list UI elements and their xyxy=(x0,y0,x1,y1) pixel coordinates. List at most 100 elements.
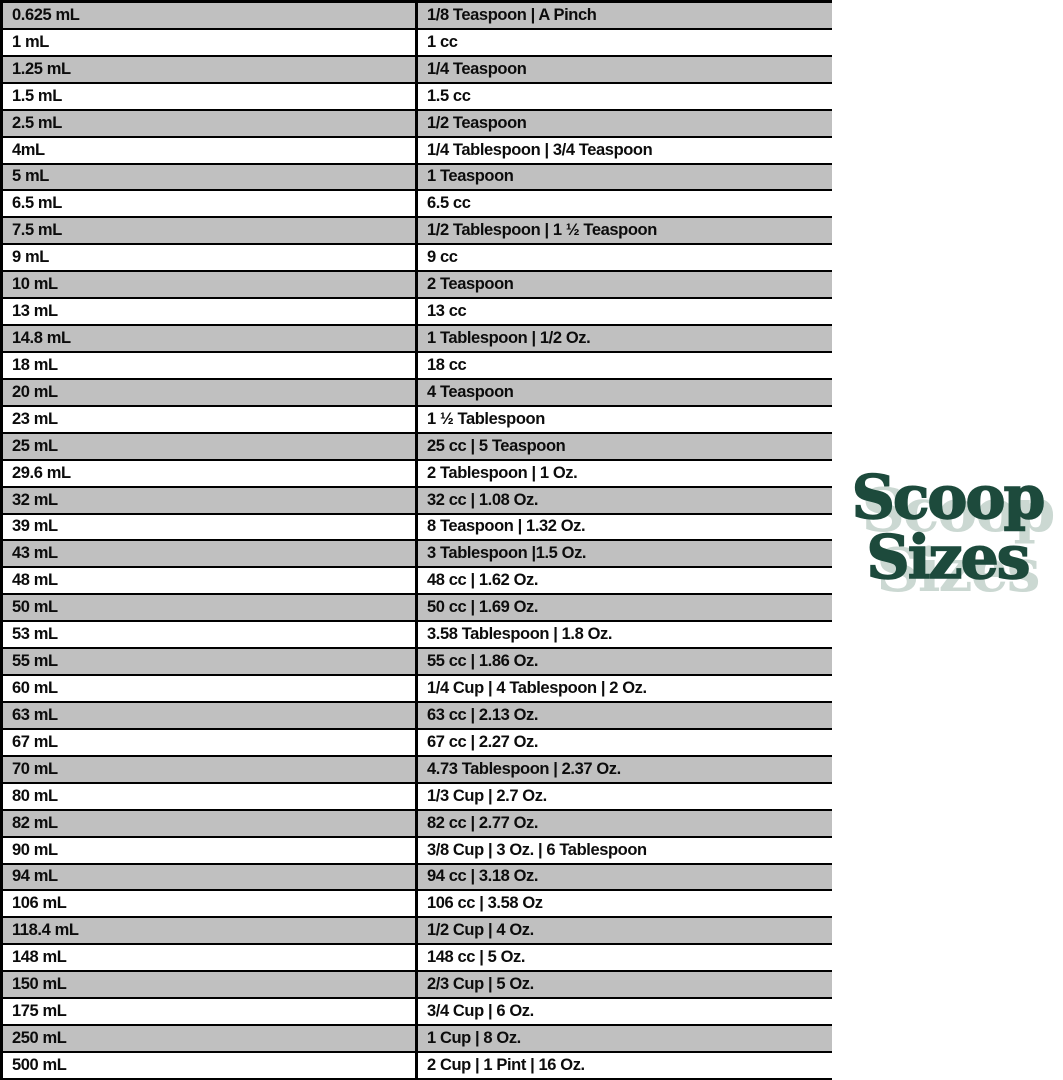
conversion-cell: 2 Tablespoon | 1 Oz. xyxy=(427,463,578,482)
ml-cell: 6.5 mL xyxy=(3,191,418,217)
table-row: 14.8 mL 1 Tablespoon | 1/2 Oz. xyxy=(3,326,832,353)
conversion-cell: 48 cc | 1.62 Oz. xyxy=(427,571,539,590)
ml-cell: 0.625 mL xyxy=(3,3,418,28)
conversion-cell: 67 cc | 2.27 Oz. xyxy=(427,732,539,751)
conversion-cell: 32 cc | 1.08 Oz. xyxy=(427,490,539,509)
conversion-cell: 2/3 Cup | 5 Oz. xyxy=(427,975,534,994)
conversion-cell: 82 cc | 2.77 Oz. xyxy=(427,813,539,832)
ml-cell: 82 mL xyxy=(3,810,418,836)
conversion-cell: 4.73 Tablespoon | 2.37 Oz. xyxy=(427,759,621,778)
table-row: 500 mL 2 Cup | 1 Pint | 16 Oz. xyxy=(3,1052,832,1080)
ml-cell: 500 mL xyxy=(3,1052,418,1078)
conversion-cell: 1/2 Teaspoon xyxy=(427,113,527,132)
table-row: 43 mL 3 Tablespoon |1.5 Oz. xyxy=(3,541,832,569)
table-row: 67 mL 67 cc | 2.27 Oz. xyxy=(3,729,832,757)
ml-cell: 2.5 mL xyxy=(3,110,418,136)
table-row: 175 mL 3/4 Cup | 6 Oz. xyxy=(3,999,832,1027)
table-row: 6.5 mL 6.5 cc xyxy=(3,191,832,219)
ml-cell: 175 mL xyxy=(3,999,418,1025)
table-row: 60 mL 1/4 Cup | 4 Tablespoon | 2 Oz. xyxy=(3,676,832,703)
table-row: 7.5 mL 1/2 Tablespoon | 1 ½ Teaspoon xyxy=(3,218,832,246)
ml-cell: 148 mL xyxy=(3,945,418,971)
conversion-cell: 25 cc | 5 Teaspoon xyxy=(427,436,566,455)
conversion-cell: 1/2 Cup | 4 Oz. xyxy=(427,921,534,940)
conversion-cell: 148 cc | 5 Oz. xyxy=(427,948,526,967)
ml-cell: 29.6 mL xyxy=(3,460,418,486)
ml-cell: 63 mL xyxy=(3,702,418,728)
table-row: 150 mL 2/3 Cup | 5 Oz. xyxy=(3,972,832,1000)
table-row: 23 mL 1 ½ Tablespoon xyxy=(3,406,832,434)
conversion-cell: 1 ½ Tablespoon xyxy=(427,409,545,428)
table-row: 0.625 mL 1/8 Teaspoon | A Pinch xyxy=(3,3,832,30)
ml-cell: 1.5 mL xyxy=(3,83,418,109)
conversion-cell: 3/4 Cup | 6 Oz. xyxy=(427,1002,534,1021)
conversion-cell: 3.58 Tablespoon | 1.8 Oz. xyxy=(427,625,613,644)
ml-cell: 250 mL xyxy=(3,1026,418,1051)
ml-cell: 60 mL xyxy=(3,676,418,701)
table-row: 50 mL 50 cc | 1.69 Oz. xyxy=(3,595,832,623)
conversion-cell: 1 Cup | 8 Oz. xyxy=(427,1028,521,1047)
table-row: 39 mL 8 Teaspoon | 1.32 Oz. xyxy=(3,514,832,542)
conversion-cell: 1/2 Tablespoon | 1 ½ Teaspoon xyxy=(427,221,657,240)
conversion-table: 0.625 mL 1/8 Teaspoon | A Pinch 1 mL 1 c… xyxy=(0,0,832,1080)
conversion-cell: 50 cc | 1.69 Oz. xyxy=(427,598,539,617)
ml-cell: 1 mL xyxy=(3,29,418,55)
table-row: 48 mL 48 cc | 1.62 Oz. xyxy=(3,568,832,596)
ml-cell: 70 mL xyxy=(3,756,418,782)
ml-cell: 90 mL xyxy=(3,837,418,863)
ml-cell: 13 mL xyxy=(3,299,418,325)
table-row: 55 mL 55 cc | 1.86 Oz. xyxy=(3,649,832,677)
table-row: 70 mL 4.73 Tablespoon | 2.37 Oz. xyxy=(3,756,832,784)
ml-cell: 10 mL xyxy=(3,272,418,298)
table-row: 82 mL 82 cc | 2.77 Oz. xyxy=(3,810,832,838)
ml-cell: 23 mL xyxy=(3,406,418,432)
conversion-cell: 9 cc xyxy=(427,248,458,267)
ml-cell: 43 mL xyxy=(3,541,418,567)
conversion-cell: 106 cc | 3.58 Oz xyxy=(427,894,543,913)
conversion-cell: 1 Teaspoon xyxy=(427,167,514,186)
table-row: 9 mL 9 cc xyxy=(3,245,832,273)
table-row: 13 mL 13 cc xyxy=(3,299,832,327)
conversion-cell: 1/8 Teaspoon | A Pinch xyxy=(427,5,597,24)
ml-cell: 20 mL xyxy=(3,379,418,405)
logo-line-2: Sizes xyxy=(866,523,1032,593)
conversion-cell: 13 cc xyxy=(427,302,467,321)
ml-cell: 150 mL xyxy=(3,972,418,998)
conversion-cell: 6.5 cc xyxy=(427,194,471,213)
conversion-cell: 1/4 Teaspoon xyxy=(427,59,527,78)
conversion-cell: 3/8 Cup | 3 Oz. | 6 Tablespoon xyxy=(427,840,647,859)
table-row: 106 mL 106 cc | 3.58 Oz xyxy=(3,891,832,919)
table-row: 1.5 mL 1.5 cc xyxy=(3,83,832,111)
ml-cell: 25 mL xyxy=(3,433,418,459)
table-row: 63 mL 63 cc | 2.13 Oz. xyxy=(3,702,832,730)
ml-cell: 67 mL xyxy=(3,729,418,755)
conversion-cell: 1 Tablespoon | 1/2 Oz. xyxy=(427,329,591,348)
conversion-cell: 1.5 cc xyxy=(427,86,471,105)
conversion-cell: 1 cc xyxy=(427,32,458,51)
table-row: 10 mL 2 Teaspoon xyxy=(3,272,832,300)
conversion-cell: 2 Cup | 1 Pint | 16 Oz. xyxy=(427,1055,585,1074)
ml-cell: 48 mL xyxy=(3,568,418,594)
table-row: 2.5 mL 1/2 Teaspoon xyxy=(3,110,832,138)
table-row: 20 mL 4 Teaspoon xyxy=(3,379,832,407)
table-row: 90 mL 3/8 Cup | 3 Oz. | 6 Tablespoon xyxy=(3,837,832,865)
ml-cell: 14.8 mL xyxy=(3,326,418,351)
ml-cell: 1.25 mL xyxy=(3,56,418,82)
conversion-cell: 63 cc | 2.13 Oz. xyxy=(427,705,539,724)
logo-line-1: Scoop xyxy=(851,463,1046,533)
table-row: 148 mL 148 cc | 5 Oz. xyxy=(3,945,832,973)
table-row: 4mL 1/4 Tablespoon | 3/4 Teaspoon xyxy=(3,137,832,165)
table-row: 32 mL 32 cc | 1.08 Oz. xyxy=(3,487,832,515)
brand-logo: Scoop Sizes xyxy=(832,463,1063,593)
ml-cell: 9 mL xyxy=(3,245,418,271)
ml-cell: 32 mL xyxy=(3,487,418,513)
ml-cell: 50 mL xyxy=(3,595,418,621)
ml-cell: 80 mL xyxy=(3,783,418,809)
ml-cell: 55 mL xyxy=(3,649,418,675)
table-row: 250 mL 1 Cup | 8 Oz. xyxy=(3,1026,832,1053)
table-row: 25 mL 25 cc | 5 Teaspoon xyxy=(3,433,832,461)
ml-cell: 53 mL xyxy=(3,622,418,648)
conversion-cell: 3 Tablespoon |1.5 Oz. xyxy=(427,544,587,563)
table-row: 53 mL 3.58 Tablespoon | 1.8 Oz. xyxy=(3,622,832,650)
